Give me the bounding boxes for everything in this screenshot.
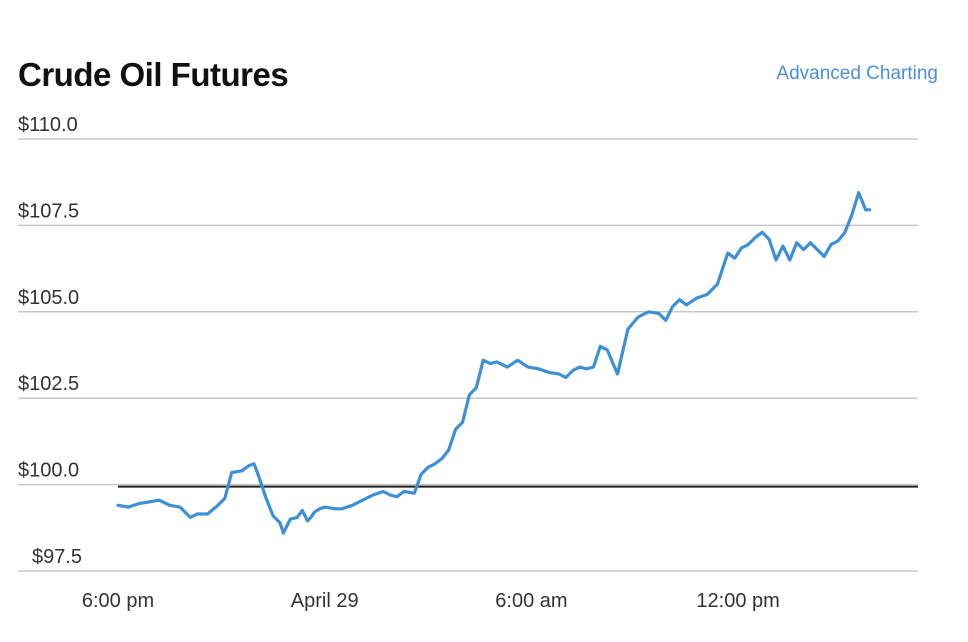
y-tick-label: $110.0 — [18, 114, 78, 136]
y-tick-label: $105.0 — [18, 287, 79, 309]
x-tick-label: 6:00 pm — [82, 590, 154, 612]
advanced-charting-link[interactable]: Advanced Charting — [776, 63, 938, 84]
y-tick-label: $107.5 — [18, 200, 79, 222]
x-tick-label: 12:00 pm — [696, 590, 779, 612]
y-gridlines — [18, 138, 918, 572]
y-axis-labels: $110.0 $107.5 $105.0 $102.5 $100.0 $97.5 — [18, 114, 82, 568]
chart-title: Crude Oil Futures — [18, 56, 289, 93]
x-axis-labels: 6:00 pm April 29 6:00 am 12:00 pm — [82, 590, 780, 612]
y-tick-label: $97.5 — [32, 546, 82, 568]
y-tick-label: $102.5 — [18, 373, 79, 395]
y-tick-label: $100.0 — [18, 460, 79, 482]
x-tick-label: April 29 — [291, 590, 359, 612]
price-line — [116, 191, 872, 535]
x-tick-label: 6:00 am — [495, 590, 567, 612]
